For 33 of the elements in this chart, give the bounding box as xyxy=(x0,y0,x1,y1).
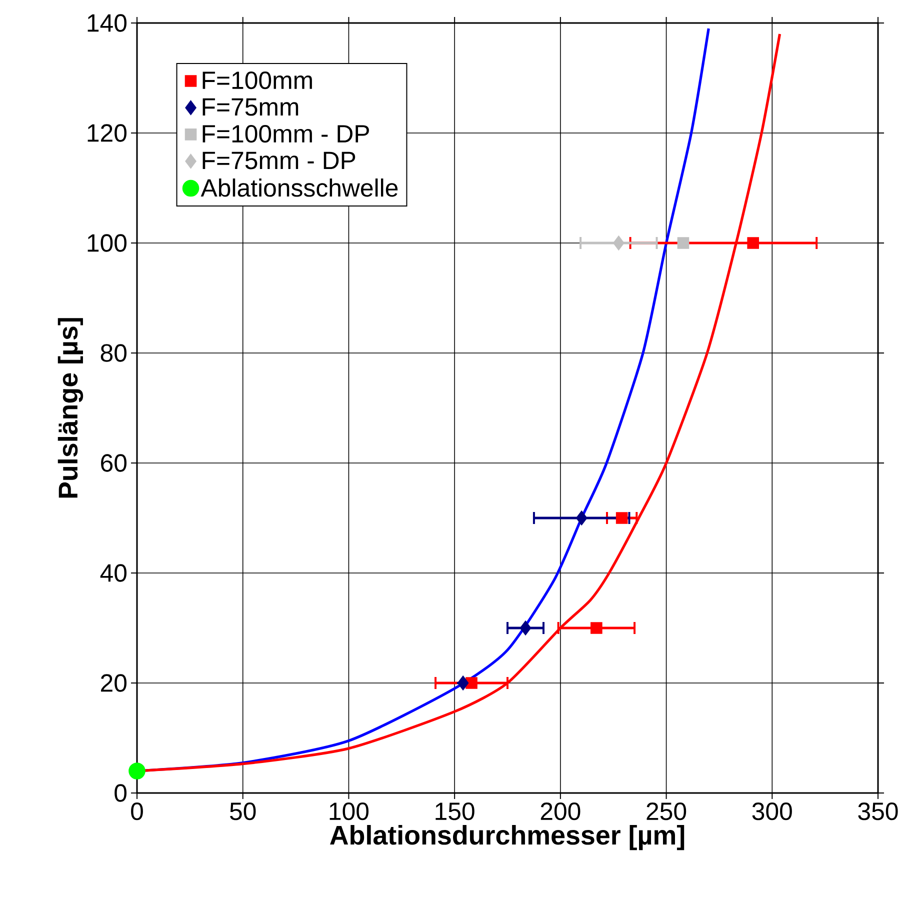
x-tick-label: 250 xyxy=(646,802,686,820)
y-tick-label: 140 xyxy=(88,14,126,32)
point xyxy=(576,510,588,526)
point xyxy=(747,237,759,249)
y-tick-label: 0 xyxy=(114,784,127,802)
legend-label: F=100mm xyxy=(202,72,312,90)
x-tick-label: 300 xyxy=(752,802,792,820)
point xyxy=(457,676,469,690)
x-tick-label: 100 xyxy=(330,802,369,820)
point xyxy=(677,237,690,249)
x-tick-label: 0 xyxy=(131,802,143,820)
x-tick-label: 350 xyxy=(858,802,898,820)
y-axis-title: Pulslänge [µs] xyxy=(58,318,84,498)
point xyxy=(466,677,478,689)
point xyxy=(616,512,628,524)
legend-label: F=75mm - DP xyxy=(202,152,356,170)
y-tick-label: 20 xyxy=(101,674,126,692)
point xyxy=(590,622,602,634)
y-tick-label: 80 xyxy=(100,344,126,362)
x-tick-label: 200 xyxy=(540,802,580,820)
y-tick-label: 40 xyxy=(100,564,126,582)
x-tick-label: 50 xyxy=(230,802,256,820)
legend-label: Ablationsschwelle xyxy=(200,178,398,197)
y-tick-label: 100 xyxy=(88,234,126,252)
point xyxy=(520,620,532,636)
y-tick-label: 120 xyxy=(88,124,126,142)
y-tick-label: 60 xyxy=(101,454,126,472)
legend-label: F=75mm xyxy=(202,98,298,116)
x-axis-title: Ablationsdurchmesser [µm] xyxy=(330,824,684,850)
legend-label: F=100mm - DP xyxy=(202,125,369,143)
point xyxy=(128,762,146,780)
point xyxy=(613,236,624,250)
x-tick-label: 150 xyxy=(436,802,474,820)
